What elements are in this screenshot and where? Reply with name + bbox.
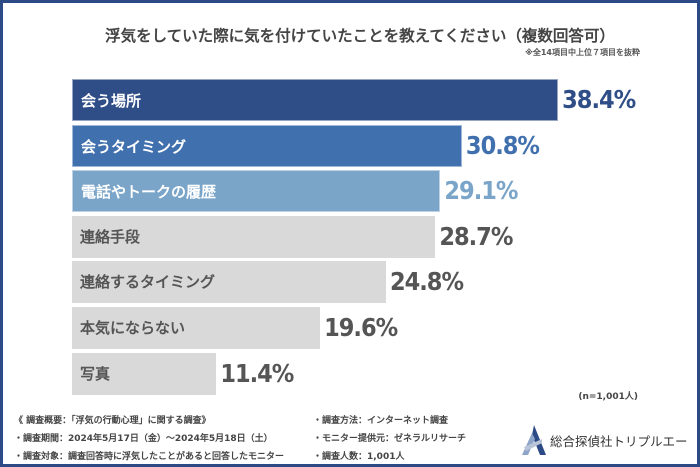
bar-value-label: 38.4% (562, 85, 636, 114)
footer-count: ・調査人数：1,001人 (313, 452, 405, 462)
footer-period: ・調査期間：2024年5月17日（金）〜2024年5月18日（土） (14, 434, 273, 444)
footer-target: ・調査対象：調査回答時に浮気したことがあると回答したモニター (14, 452, 285, 462)
bar-label: 会うタイミング (81, 137, 187, 156)
bar: 本気にならない (72, 307, 321, 349)
bar: 会うタイミング (72, 124, 462, 167)
bar-value-label: 24.8% (389, 267, 464, 297)
chart-title: 浮気をしていた際に気を付けていたことを教えてください（複数回答可） (105, 27, 615, 45)
bar-label: 写真 (80, 364, 111, 383)
bar-label: 会う場所 (81, 92, 142, 110)
bar: 写真 (72, 352, 217, 395)
bar-value-label: 28.7% (439, 221, 513, 251)
bar-label: 本気にならない (80, 319, 186, 337)
bar-value-label: 30.8% (465, 130, 540, 160)
sample-size-note: (n=1,001人) (578, 392, 638, 402)
logo-mark-icon (522, 425, 546, 455)
bar-value-label: 19.6% (324, 313, 398, 342)
bar-value-label: 11.4% (220, 358, 294, 388)
company-logo: 総合探偵社トリプルエー (520, 425, 688, 455)
bar: 電話やトークの履歴 (72, 170, 441, 213)
bar-value-label: 29.1% (444, 176, 518, 206)
logo-text: 総合探偵社トリプルエー (550, 433, 688, 449)
footer-overview: 《 調査概要：「浮気の行動心理」に関する調査》 (14, 416, 211, 426)
footer-method: ・調査方法：インターネット調査 (313, 416, 449, 426)
chart-subtitle: ※全14項目中上位７項目を抜粋 (525, 48, 640, 57)
bar: 連絡手段 (72, 215, 436, 258)
bar-label: 電話やトークの履歴 (81, 183, 217, 202)
bar: 会う場所 (72, 79, 559, 121)
bar-label: 連絡手段 (80, 227, 141, 246)
bar: 連絡するタイミング (72, 261, 386, 304)
bar-label: 連絡するタイミング (80, 273, 216, 292)
footer-provider: ・モニター提供元：ゼネラルリサーチ (313, 434, 467, 444)
